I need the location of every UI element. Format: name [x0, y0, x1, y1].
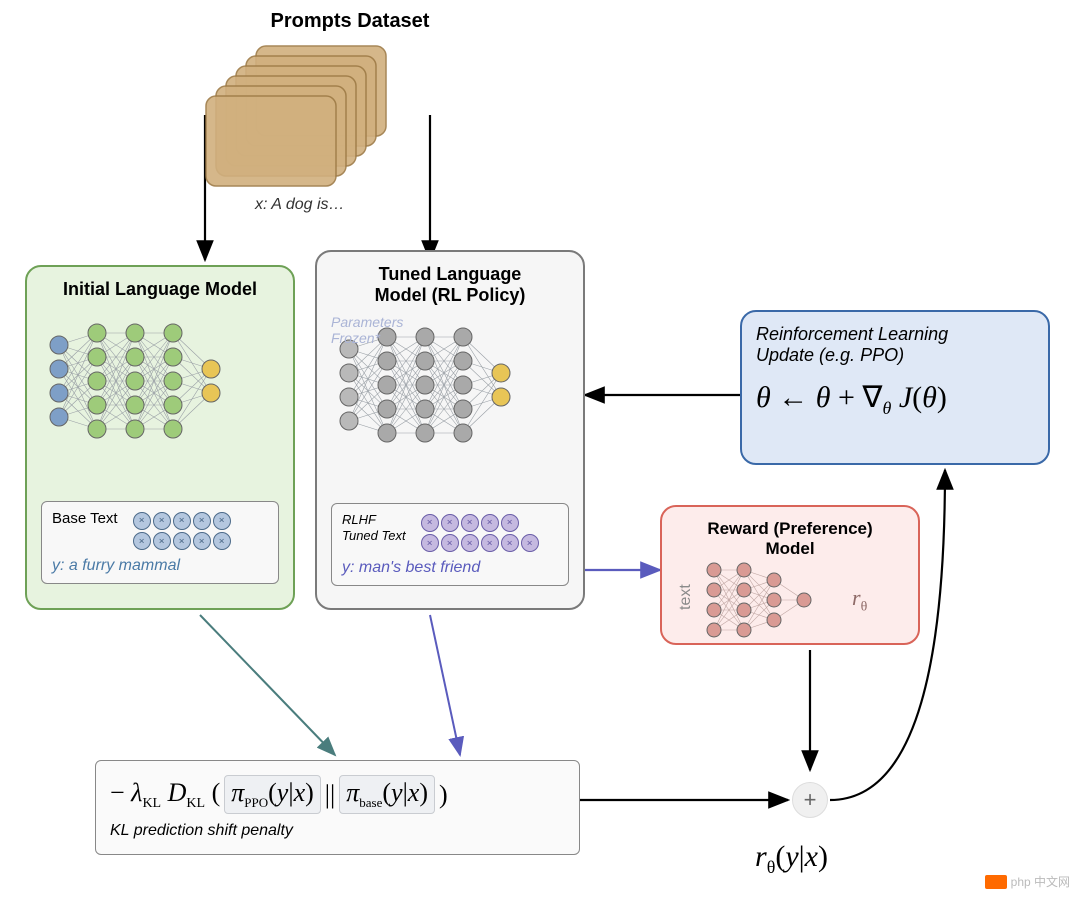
tuned-lm-title: Tuned LanguageModel (RL Policy)	[331, 264, 569, 306]
dataset-title: Prompts Dataset	[200, 10, 500, 33]
reward-model-title: Reward (Preference)Model	[676, 519, 904, 559]
kl-equation: − λKL DKL ( πPPO(y|x) || πbase(y|x) )	[110, 775, 565, 814]
reward-symbol: rθ	[852, 585, 867, 615]
base-text-label: Base Text	[52, 510, 118, 527]
initial-lm-nn: …	[41, 306, 281, 456]
initial-lm-panel: Initial Language Model … Base Text ×××××…	[25, 265, 295, 610]
php-logo-icon	[985, 875, 1007, 889]
dataset-sample: x: A dog is…	[255, 196, 345, 214]
tuned-lm-panel: Tuned LanguageModel (RL Policy) Paramete…	[315, 250, 585, 610]
initial-lm-output: Base Text ×××××××××× y: a furry mammal	[41, 501, 279, 584]
kl-caption: KL prediction shift penalty	[110, 822, 565, 840]
reward-input-label: text	[677, 590, 695, 610]
reward-model-panel: Reward (Preference)Model text … rθ	[660, 505, 920, 645]
initial-y-text: y: a furry mammal	[52, 557, 268, 575]
frozen-note: Parameters Frozen*	[331, 314, 403, 346]
rl-update-caption: Reinforcement Learning Update (e.g. PPO)	[756, 324, 1034, 366]
reward-output: rθ(y|x)	[755, 840, 828, 878]
reward-nn: …	[696, 561, 846, 639]
rlhf-text-label: RLHFTuned Text	[342, 512, 406, 543]
plus-node: +	[792, 782, 828, 818]
dataset-cards	[200, 40, 410, 200]
watermark: php 中文网	[985, 873, 1070, 890]
rl-update-panel: Reinforcement Learning Update (e.g. PPO)…	[740, 310, 1050, 465]
tuned-lm-output: RLHFTuned Text ××××××××××× y: man's best…	[331, 503, 569, 586]
rl-update-eq: θ ← θ + ∇θ J(θ)	[756, 380, 1034, 419]
initial-lm-title: Initial Language Model	[41, 279, 279, 300]
tuned-y-text: y: man's best friend	[342, 559, 558, 577]
kl-box: − λKL DKL ( πPPO(y|x) || πbase(y|x) ) KL…	[95, 760, 580, 855]
